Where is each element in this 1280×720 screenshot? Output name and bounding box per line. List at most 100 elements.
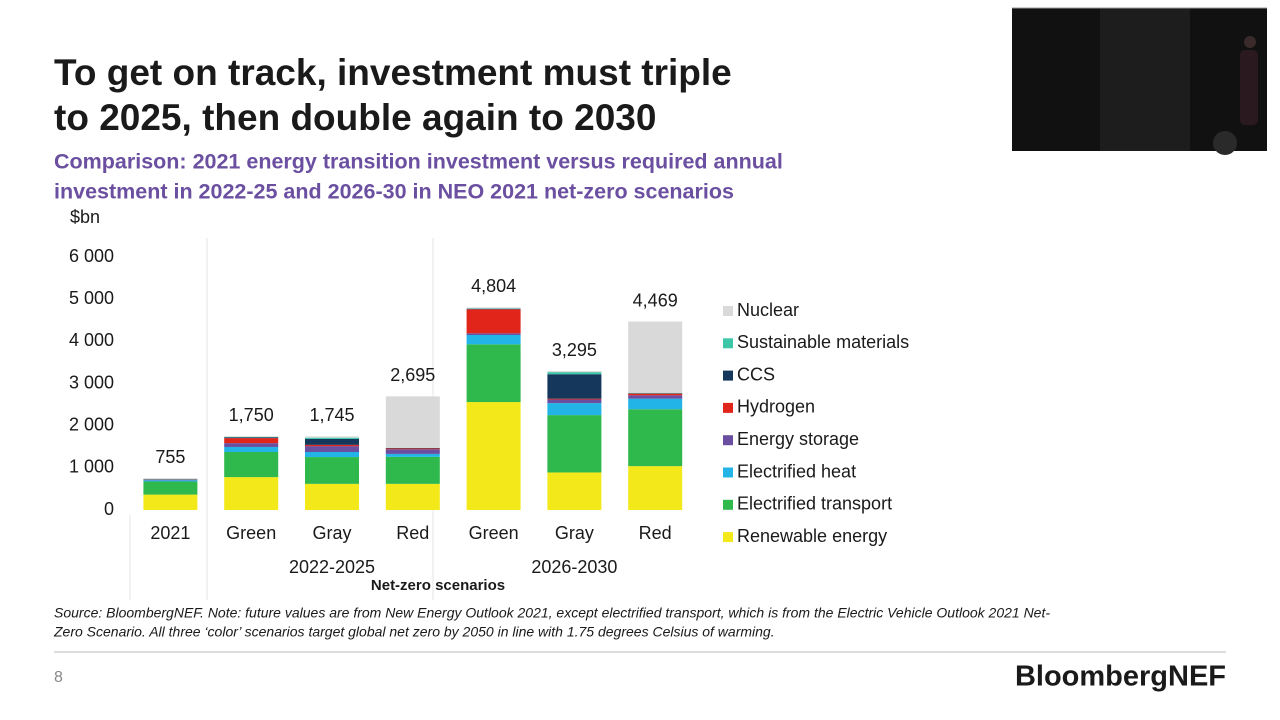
bar-segment (547, 372, 602, 375)
total-label: 1,745 (309, 405, 354, 425)
y-tick-label: 1 000 (69, 457, 114, 477)
bar-segment (547, 374, 602, 399)
bar-segment (466, 309, 521, 334)
bar-segment (466, 335, 521, 345)
bar-segment (628, 395, 683, 399)
total-label: 4,804 (471, 276, 516, 296)
legend-label: Nuclear (737, 300, 799, 320)
presenter-head (1244, 36, 1256, 48)
legend-swatch (723, 532, 733, 543)
slide-subtitle: Comparison: 2021 energy transition inves… (54, 150, 783, 174)
bar-segment (466, 308, 521, 310)
legend-label: Energy storage (737, 429, 859, 449)
legend-label: Hydrogen (737, 397, 815, 417)
x-tick-label: Gray (555, 523, 594, 543)
legend-label: Renewable energy (737, 526, 887, 546)
bar-segment (385, 453, 440, 457)
bar-segment (305, 452, 359, 458)
x-tick-label: 2021 (150, 523, 190, 543)
presenter-body (1240, 50, 1258, 125)
bar-segment (466, 402, 521, 510)
bar-segment (305, 437, 359, 439)
video-backdrop (1100, 8, 1190, 151)
bar-segment (224, 437, 279, 439)
page-number: 8 (54, 669, 63, 686)
y-axis-label: $bn (70, 207, 100, 227)
bar-segment (466, 307, 521, 309)
bar-segment (466, 344, 521, 403)
y-tick-label: 4 000 (69, 330, 114, 350)
source-note: Source: BloombergNEF. Note: future value… (54, 605, 1050, 621)
legend-swatch (723, 499, 733, 510)
slide-title: to 2025, then double again to 2030 (54, 97, 656, 138)
x-tick-label: Red (639, 523, 672, 543)
y-tick-label: 5 000 (69, 288, 114, 308)
bar-segment (224, 438, 279, 444)
x-tick-label: Green (226, 523, 276, 543)
bar-segment (305, 457, 359, 484)
y-tick-label: 0 (104, 499, 114, 519)
slide-title: To get on track, investment must triple (54, 52, 732, 93)
bar-segment (628, 321, 683, 393)
x-tick-label: Gray (312, 523, 351, 543)
group-label: 2022-2025 (289, 557, 375, 577)
bar-segment (628, 409, 683, 467)
bar-segment (547, 472, 602, 510)
legend-label: CCS (737, 364, 775, 384)
slide-subtitle: investment in 2022-25 and 2026-30 in NEO… (54, 180, 734, 204)
bar-segment (305, 438, 359, 445)
legend-label: Electrified heat (737, 461, 856, 481)
bar-segment (305, 436, 359, 438)
bar-segment (547, 415, 602, 473)
legend-swatch (723, 338, 733, 349)
bar-segment (143, 478, 198, 480)
bar-segment (305, 444, 359, 447)
bar-segment (224, 443, 279, 447)
legend-swatch (723, 306, 733, 316)
group-axis-label: Net-zero scenarios (371, 577, 505, 594)
bar-segment (143, 494, 198, 510)
total-label: 1,750 (229, 405, 274, 425)
bar-segment (385, 449, 440, 454)
x-tick-label: Green (469, 523, 519, 543)
total-label: 2,695 (390, 365, 435, 385)
legend-swatch (723, 370, 733, 381)
bar-segment (385, 456, 440, 484)
bar-segment (305, 483, 359, 510)
bar-segment (224, 436, 279, 437)
logo: BloombergNEF (1015, 661, 1226, 693)
y-tick-label: 3 000 (69, 372, 114, 392)
y-tick-label: 6 000 (69, 246, 114, 266)
bar-segment (305, 446, 359, 453)
bar-segment (143, 480, 198, 482)
legend-label: Sustainable materials (737, 332, 909, 352)
bar-segment (547, 403, 602, 416)
bar-segment (385, 396, 440, 448)
legend-swatch (723, 435, 733, 446)
total-label: 755 (155, 447, 185, 467)
bar-segment (385, 448, 440, 450)
total-label: 3,295 (552, 340, 597, 360)
bar-segment (628, 466, 683, 510)
audience-head (1213, 131, 1237, 155)
bar-segment (224, 446, 279, 453)
legend-label: Electrified transport (737, 494, 892, 514)
bar-segment (547, 399, 602, 404)
total-label: 4,469 (633, 290, 678, 310)
bar-segment (547, 371, 602, 373)
legend-swatch (723, 467, 733, 478)
x-tick-label: Red (396, 523, 429, 543)
bar-segment (547, 398, 602, 400)
source-note: Zero Scenario. All three ‘color’ scenari… (53, 624, 775, 640)
legend-swatch (723, 402, 733, 413)
bar-segment (143, 481, 198, 495)
bar-segment (385, 483, 440, 510)
bar-segment (628, 393, 683, 396)
y-tick-label: 2 000 (69, 414, 114, 434)
bar-segment (466, 333, 521, 336)
group-label: 2026-2030 (531, 557, 617, 577)
bar-segment (224, 477, 279, 510)
bar-segment (628, 398, 683, 410)
